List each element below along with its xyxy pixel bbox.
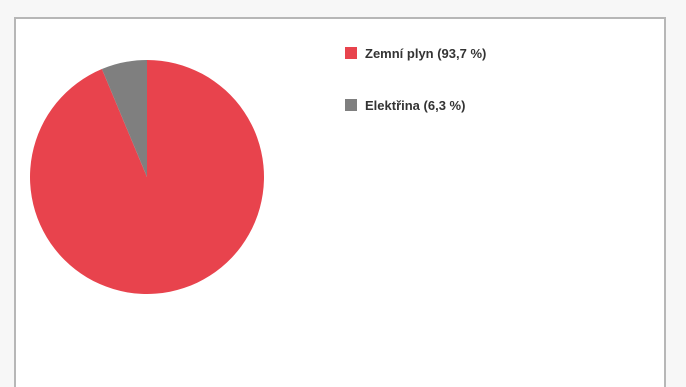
legend-item-gas: Zemní plyn (93,7 %) — [345, 44, 486, 62]
legend-swatch-gas — [345, 47, 357, 59]
legend-item-electricity: Elektřina (6,3 %) — [345, 96, 486, 114]
pie-slice-elektřina — [101, 60, 147, 177]
legend-label-gas: Zemní plyn (93,7 %) — [365, 45, 487, 61]
legend-swatch-electricity — [345, 99, 357, 111]
legend: Zemní plyn (93,7 %) Elektřina (6,3 %) — [345, 44, 486, 148]
legend-label-electricity: Elektřina (6,3 %) — [365, 97, 466, 113]
